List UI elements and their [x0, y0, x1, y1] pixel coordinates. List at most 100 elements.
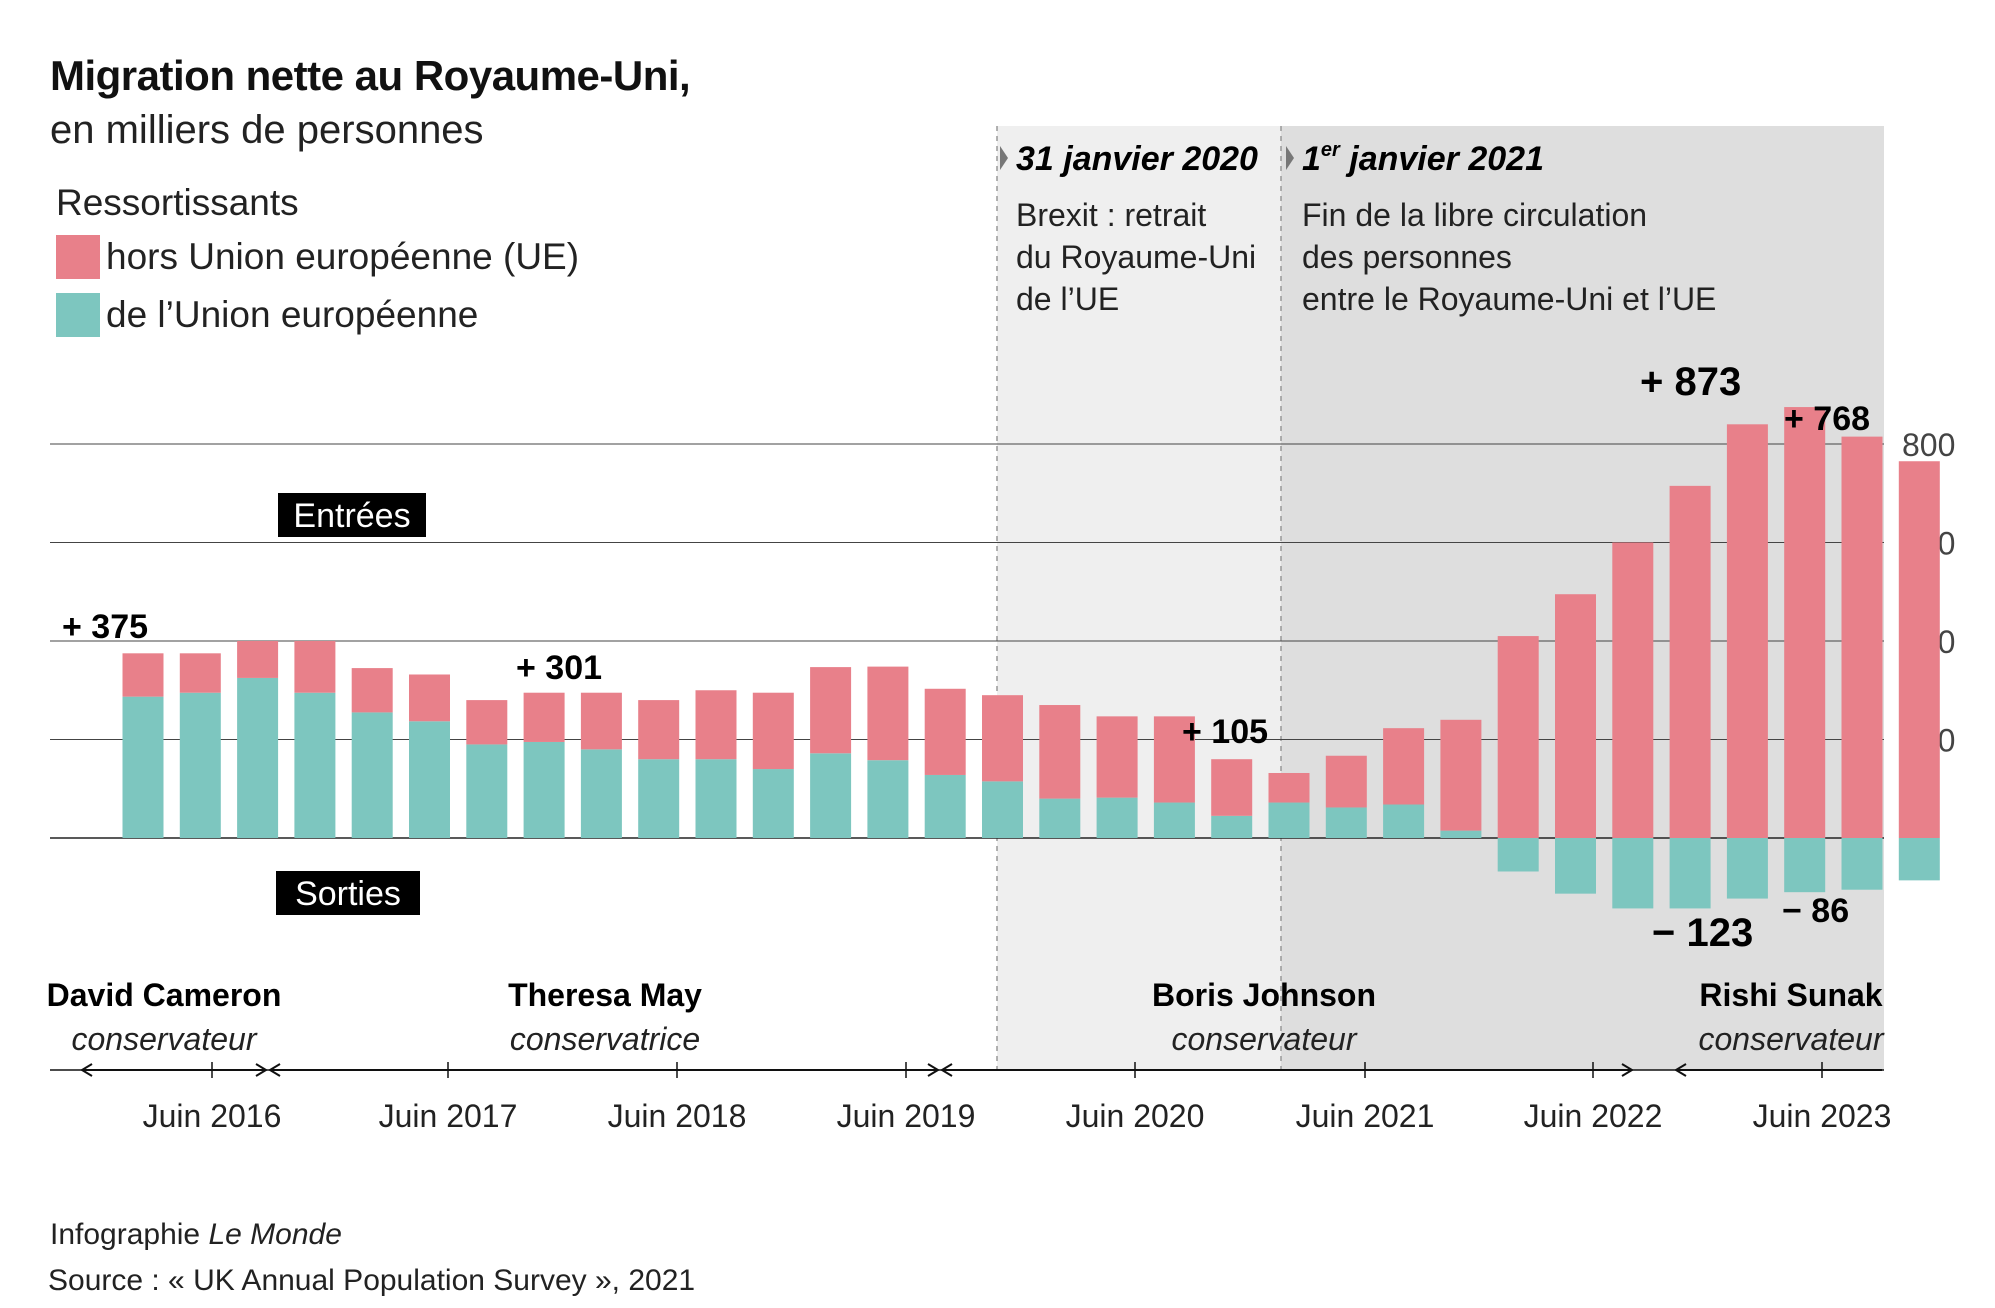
bar-eu — [1612, 838, 1654, 909]
bar-non-eu — [1898, 461, 1940, 838]
bar-non-eu — [1383, 728, 1425, 805]
bar-eu — [1898, 838, 1940, 881]
bar-non-eu — [351, 668, 393, 713]
bar-non-eu — [1497, 636, 1539, 838]
bar-non-eu — [294, 641, 336, 693]
leader-party-cameron: conservateur — [72, 1021, 258, 1057]
leader-name-cameron: David Cameron — [47, 977, 282, 1013]
annotation-375: + 375 — [62, 608, 148, 646]
bar-eu — [924, 774, 966, 838]
bar-non-eu — [1784, 407, 1826, 838]
bar-non-eu — [1268, 772, 1310, 803]
bar-eu — [867, 760, 909, 838]
bar-eu — [1555, 838, 1596, 894]
credit: Infographie Le Monde — [50, 1218, 342, 1252]
bar-non-eu — [695, 690, 737, 760]
bar-non-eu — [409, 674, 450, 722]
x-tick-label: Juin 2016 — [143, 1098, 282, 1134]
x-tick-label: Juin 2019 — [837, 1098, 976, 1134]
annotation-minus-86: − 86 — [1782, 892, 1849, 930]
bar-non-eu — [1096, 716, 1138, 798]
bar-eu — [1497, 838, 1539, 872]
event-text-brexit-line1: Brexit : retrait — [1016, 197, 1206, 233]
bar-eu — [1383, 804, 1425, 838]
bar-eu — [1096, 797, 1138, 838]
bar-eu — [523, 741, 565, 838]
bar-eu — [351, 712, 393, 838]
leader-name-johnson: Boris Johnson — [1152, 977, 1376, 1013]
event-marker-free-movement-icon — [1286, 146, 1294, 170]
bar-eu — [122, 696, 164, 838]
bar-non-eu — [466, 700, 508, 745]
event-date-free-movement: 1er janvier 2021 — [1302, 139, 1544, 178]
legend-label-eu: de l’Union européenne — [106, 294, 479, 335]
annotation-minus-123: − 123 — [1652, 911, 1753, 955]
legend-swatch-non-eu — [56, 235, 100, 279]
bar-non-eu — [122, 653, 164, 697]
bar-eu — [752, 769, 794, 838]
bar-eu — [179, 692, 221, 838]
bar-eu — [294, 692, 336, 838]
bar-non-eu — [1669, 485, 1711, 838]
bar-non-eu — [523, 692, 565, 742]
leader-party-sunak: conservateur — [1699, 1021, 1885, 1057]
bar-non-eu — [1325, 755, 1367, 808]
annotation-873: + 873 — [1640, 360, 1741, 404]
bar-non-eu — [924, 688, 966, 775]
sorties-tag: Sorties — [295, 875, 401, 913]
chart-title: Migration nette au Royaume-Uni, — [50, 52, 691, 99]
x-tick-label: Juin 2022 — [1524, 1098, 1663, 1134]
bar-eu — [580, 749, 622, 838]
bar-eu — [237, 677, 279, 838]
bar-non-eu — [1841, 436, 1883, 838]
y-tick-label: 800 — [1902, 427, 1955, 463]
leader-party-johnson: conservateur — [1172, 1021, 1358, 1057]
x-tick-label: Juin 2023 — [1753, 1098, 1892, 1134]
bar-non-eu — [752, 692, 794, 770]
bar-non-eu — [1440, 719, 1482, 831]
sorties-tag-bg — [276, 871, 420, 915]
x-tick-label: Juin 2018 — [608, 1098, 747, 1134]
bar-eu — [1039, 798, 1081, 838]
bar-non-eu — [179, 653, 221, 693]
event-text-free-movement-line1: Fin de la libre circulation — [1302, 197, 1647, 233]
bar-eu — [982, 781, 1023, 838]
bar-non-eu — [1555, 594, 1596, 838]
bar-eu — [1726, 838, 1768, 899]
event-marker-brexit-icon — [1000, 146, 1008, 170]
annotation-301: + 301 — [516, 649, 602, 687]
annotation-768: + 768 — [1784, 400, 1870, 438]
bar-non-eu — [867, 666, 909, 761]
bar-non-eu — [638, 700, 680, 760]
event-date-superscript: er — [1321, 139, 1341, 161]
bar-non-eu — [237, 641, 279, 678]
x-tick-label: Juin 2020 — [1066, 1098, 1205, 1134]
bar-eu — [695, 759, 737, 838]
event-text-free-movement-line2: des personnes — [1302, 239, 1512, 275]
legend-swatch-eu — [56, 293, 100, 337]
legend-item-eu: de l’Union européenne — [56, 292, 478, 338]
entrees-tag-bg — [278, 493, 426, 537]
leader-party-may: conservatrice — [510, 1021, 700, 1057]
bar-eu — [409, 721, 450, 838]
bar-eu — [1669, 838, 1711, 909]
legend-label-non-eu: hors Union européenne (UE) — [106, 236, 580, 277]
bar-eu — [1440, 830, 1482, 838]
leader-name-sunak: Rishi Sunak — [1699, 977, 1882, 1013]
event-date-rest: janvier 2021 — [1340, 140, 1544, 178]
bar-non-eu — [982, 695, 1023, 782]
bar-non-eu — [1612, 542, 1654, 838]
bar-eu — [638, 759, 680, 838]
bar-eu — [466, 744, 508, 838]
bar-eu — [1841, 838, 1883, 890]
legend-heading: Ressortissants — [56, 182, 299, 223]
legend-item-non-eu: hors Union européenne (UE) — [56, 234, 579, 280]
bar-eu — [810, 753, 852, 838]
brexit-period-shade — [997, 126, 1281, 1070]
bar-eu — [1268, 802, 1310, 838]
x-tick-label: Juin 2017 — [379, 1098, 518, 1134]
event-text-brexit-line3: de l’UE — [1016, 281, 1119, 317]
bar-non-eu — [1726, 424, 1768, 838]
bar-non-eu — [1211, 759, 1253, 816]
